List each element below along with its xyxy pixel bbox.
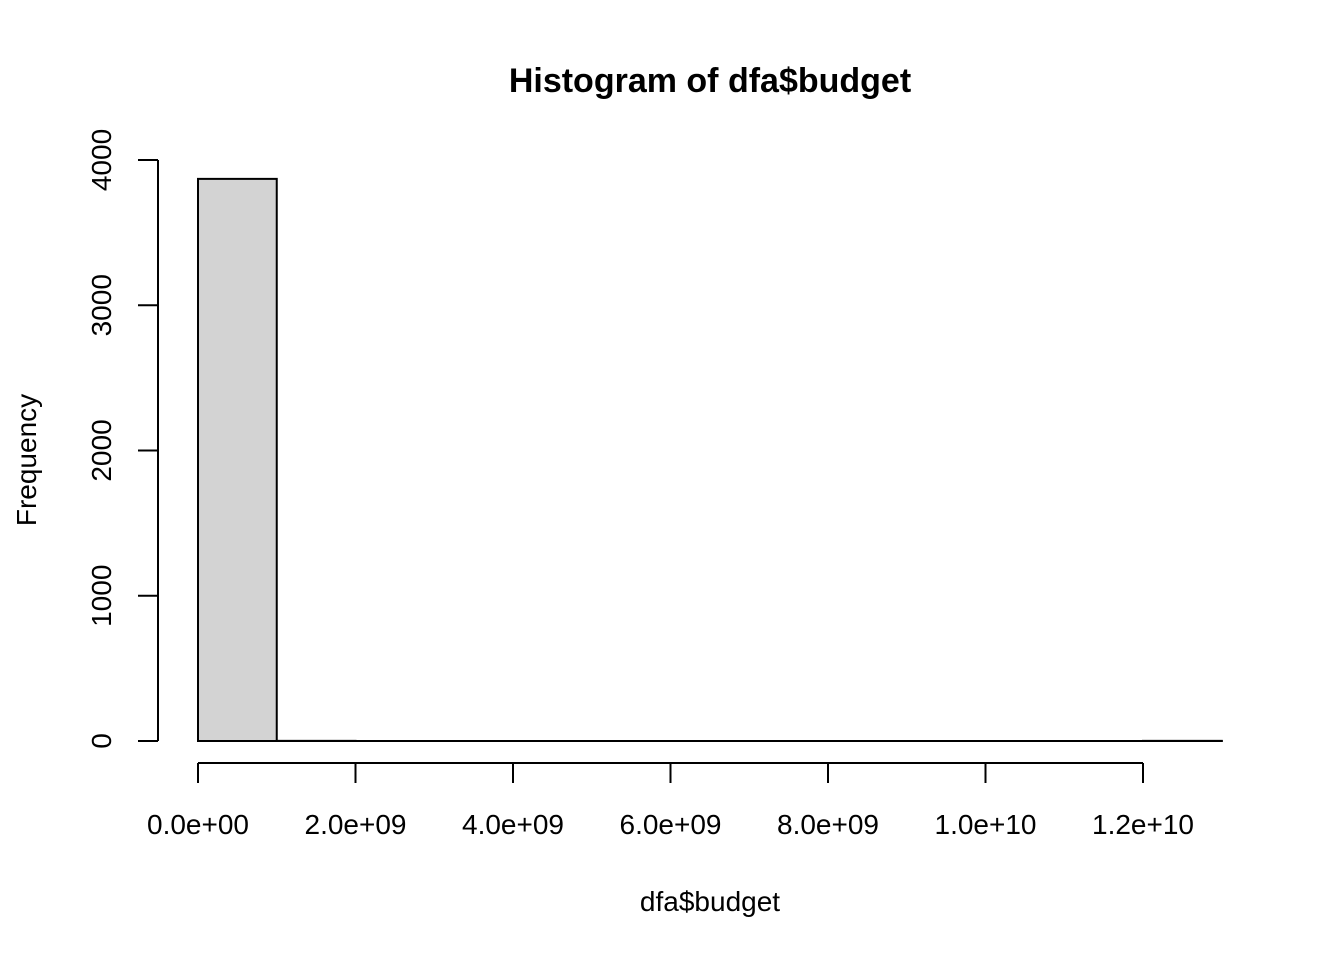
x-tick-label: 8.0e+09 bbox=[777, 809, 879, 840]
y-axis: 0 1000 2000 3000 4000 bbox=[86, 129, 159, 749]
x-tick-label: 6.0e+09 bbox=[620, 809, 722, 840]
chart-title: Histogram of dfa$budget bbox=[509, 62, 911, 100]
x-tick-label: 1.2e+10 bbox=[1092, 809, 1194, 840]
y-tick-label: 3000 bbox=[86, 274, 117, 336]
y-axis-label: Frequency bbox=[11, 394, 42, 526]
x-tick-label: 4.0e+09 bbox=[462, 809, 564, 840]
y-tick-label: 4000 bbox=[86, 129, 117, 191]
y-tick-label: 0 bbox=[86, 733, 117, 749]
bars-group bbox=[197, 177, 1223, 742]
x-axis-label: dfa$budget bbox=[640, 886, 780, 917]
x-tick-label: 0.0e+00 bbox=[147, 809, 249, 840]
y-tick-label: 2000 bbox=[86, 419, 117, 481]
histogram-bar bbox=[197, 177, 278, 742]
y-tick-label: 1000 bbox=[86, 565, 117, 627]
x-tick-label: 2.0e+09 bbox=[305, 809, 407, 840]
x-axis: 0.0e+00 2.0e+09 4.0e+09 6.0e+09 8.0e+09 1.0e+… bbox=[147, 762, 1194, 840]
x-tick-label: 1.0e+10 bbox=[935, 809, 1037, 840]
